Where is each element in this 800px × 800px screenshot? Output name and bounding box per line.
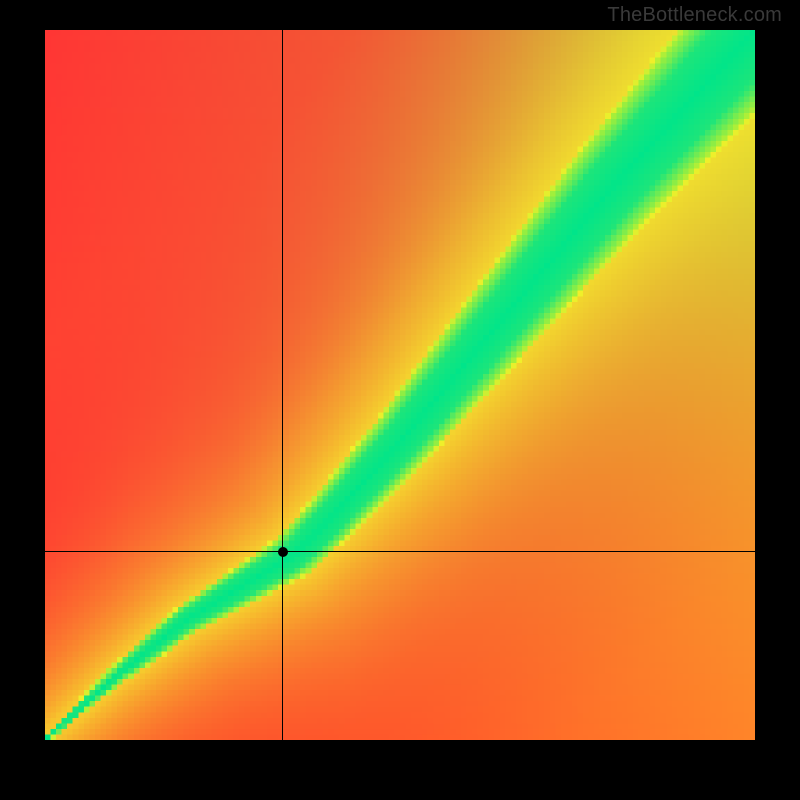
crosshair-horizontal [45, 551, 755, 552]
chart-container: TheBottleneck.com [0, 0, 800, 800]
watermark-text: TheBottleneck.com [607, 4, 782, 27]
heatmap-canvas [45, 30, 755, 740]
chart-frame [45, 30, 755, 740]
crosshair-marker [278, 547, 288, 557]
crosshair-vertical [282, 30, 283, 740]
